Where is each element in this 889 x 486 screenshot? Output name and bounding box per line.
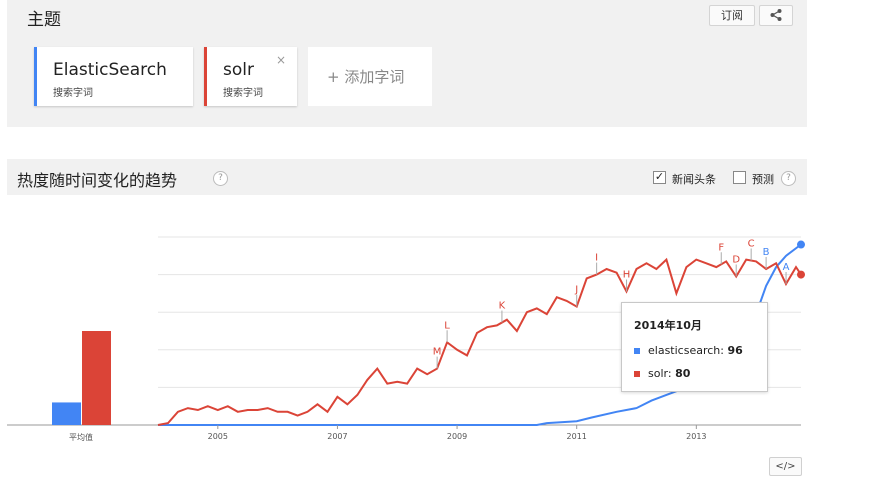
- series-endpoint: [797, 240, 805, 249]
- annotation-label: M: [433, 347, 442, 358]
- remove-topic-icon[interactable]: ×: [276, 53, 287, 67]
- series-swatch: [634, 348, 640, 354]
- topic-name: ElasticSearch: [53, 60, 167, 80]
- averages-label: 平均值: [69, 432, 93, 442]
- x-axis-ticks: 2005 2007 2009 2011 2013: [208, 425, 707, 441]
- topic-card-elasticsearch[interactable]: ElasticSearch 搜索字词: [34, 47, 193, 106]
- x-tick-label: 2009: [447, 432, 467, 441]
- annotation-label: F: [718, 242, 724, 253]
- forecast-checkbox[interactable]: [733, 171, 746, 184]
- annotation-label: I: [595, 253, 598, 264]
- share-icon: [770, 9, 782, 21]
- share-button[interactable]: [759, 5, 793, 26]
- tooltip-series-name: elasticsearch: [648, 344, 721, 357]
- annotation-label: J: [574, 285, 578, 296]
- annotation-label: B: [763, 247, 770, 258]
- subscribe-button[interactable]: 订阅: [709, 5, 755, 26]
- help-icon[interactable]: ?: [213, 171, 228, 186]
- average-bar: [52, 402, 81, 425]
- topic-color-bar: [204, 47, 207, 106]
- annotation-label: D: [732, 254, 740, 265]
- topic-type: 搜索字词: [223, 88, 263, 99]
- section-title-topics: 主题: [27, 10, 61, 30]
- news-headlines-checkbox[interactable]: ✓: [653, 170, 666, 184]
- topic-card-solr[interactable]: solr 搜索字词 ×: [204, 47, 297, 106]
- annotation-label: A: [783, 262, 790, 273]
- add-term-card[interactable]: + 添加字词: [308, 47, 432, 106]
- tooltip-series-name: solr: [648, 367, 668, 380]
- tooltip-series-value: 80: [675, 367, 691, 380]
- x-tick-label: 2007: [327, 432, 347, 441]
- forecast-label[interactable]: 预测: [752, 173, 774, 186]
- topics-panel: 主题 订阅 ElasticSearch 搜索字词 solr 搜索字词 × + 添…: [7, 0, 807, 127]
- series-swatch: [634, 371, 640, 377]
- trend-header: 热度随时间变化的趋势 ? ✓ 新闻头条 预测 ?: [7, 159, 807, 195]
- add-term-label: + 添加字词: [327, 68, 405, 86]
- news-headlines-label[interactable]: 新闻头条: [672, 173, 716, 186]
- series-endpoint: [797, 270, 805, 279]
- chart-tooltip: 2014年10月 elasticsearch: 96 solr: 80: [621, 302, 768, 392]
- annotation-label: C: [748, 239, 755, 250]
- trend-title: 热度随时间变化的趋势: [17, 171, 178, 190]
- average-bars: [52, 331, 111, 425]
- tooltip-series-value: 96: [727, 344, 743, 357]
- annotation-label: H: [623, 270, 631, 281]
- topic-color-bar: [34, 47, 37, 106]
- tooltip-row: solr: 80: [634, 367, 690, 380]
- tooltip-date: 2014年10月: [634, 319, 702, 332]
- forecast-help-icon[interactable]: ?: [781, 171, 796, 186]
- series-line: [157, 257, 802, 426]
- topic-name: solr: [223, 60, 254, 80]
- annotation-label: L: [444, 320, 450, 331]
- embed-button[interactable]: </>: [769, 457, 802, 476]
- x-tick-label: 2011: [567, 432, 587, 441]
- topic-type: 搜索字词: [53, 88, 93, 99]
- tooltip-row: elasticsearch: 96: [634, 344, 743, 357]
- annotation-label: K: [499, 301, 506, 312]
- x-tick-label: 2013: [686, 432, 706, 441]
- x-tick-label: 2005: [208, 432, 228, 441]
- average-bar: [82, 331, 111, 425]
